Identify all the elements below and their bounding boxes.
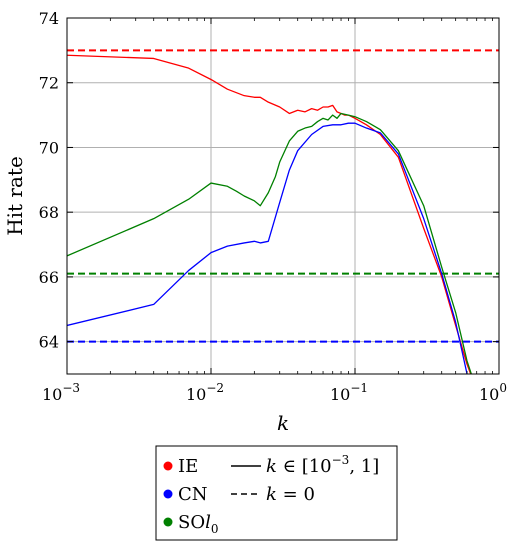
legend-label: IE	[178, 456, 198, 477]
baseline-series	[67, 49, 499, 343]
legend-marker	[163, 517, 173, 527]
y-tick-label: 70	[39, 138, 59, 157]
x-tick-label: 10−1	[330, 381, 368, 404]
series-line-cn	[67, 122, 468, 374]
grid-lines	[67, 18, 499, 374]
y-tick-label: 74	[39, 9, 59, 28]
y-axis-ticks: 64 66 68 70 72 74	[39, 9, 499, 352]
y-tick-label: 68	[39, 203, 59, 222]
legend-marker	[163, 489, 173, 499]
x-tick-label: 100	[479, 381, 507, 404]
y-tick-label: 66	[39, 268, 59, 287]
y-tick-label: 64	[39, 333, 59, 352]
legend: IE CN SOl0 k ∈ [10−3, 1] k = 0	[155, 445, 398, 541]
legend-label: CN	[178, 484, 208, 505]
y-axis-label: Hit rate	[3, 156, 27, 236]
legend-marker	[163, 461, 173, 471]
x-tick-label: 10−2	[186, 381, 224, 404]
series-line-sol0	[67, 112, 473, 374]
x-axis-ticks: 10−3 10−2 10−1 100	[42, 18, 507, 404]
legend-box	[155, 445, 398, 541]
series-lines	[67, 54, 473, 374]
x-tick-label: 10−3	[42, 381, 80, 404]
series-line-ie	[67, 54, 472, 374]
y-tick-label: 72	[39, 74, 59, 93]
legend-label: SOl0	[178, 512, 219, 536]
plot-frame	[66, 17, 500, 375]
x-axis-label: k	[277, 411, 289, 435]
legend-solid-label: k ∈ [10−3, 1]	[266, 453, 379, 477]
legend-dashed-label: k = 0	[266, 484, 315, 505]
